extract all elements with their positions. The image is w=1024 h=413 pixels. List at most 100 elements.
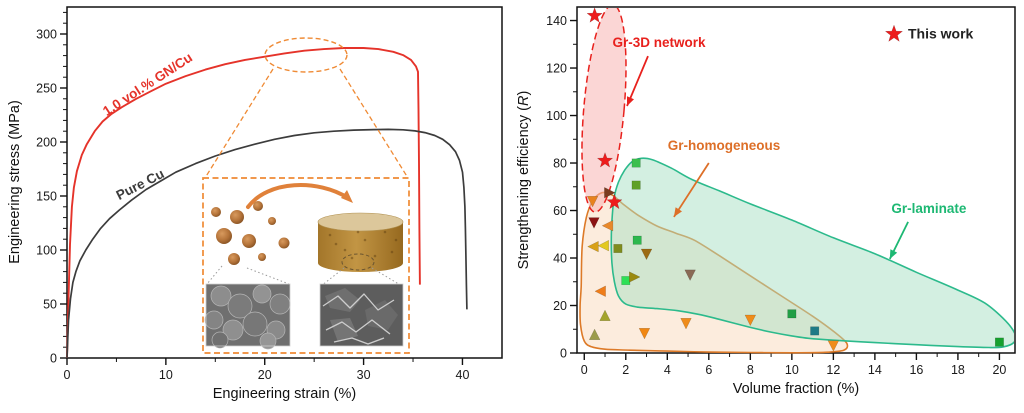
x-axis-title: Volume fraction (%) — [733, 381, 860, 397]
x-tick-label: 0 — [581, 363, 588, 377]
data-point — [606, 193, 623, 210]
stress-strain-chart: 0 10 20 30 40 0 50 100 150 200 250 300 Engineering s… — [7, 6, 503, 402]
x-tick-label: 10 — [785, 363, 799, 377]
zoom-projection-line — [339, 68, 409, 179]
plot-frame — [66, 6, 503, 359]
x-tick-label: 6 — [705, 363, 712, 377]
y-tick-label: 50 — [43, 297, 57, 311]
data-point — [604, 186, 616, 199]
y-tick-label: 250 — [36, 81, 57, 95]
series-curve-gn-cu — [66, 47, 421, 359]
series-curve-pure-cu — [66, 128, 468, 359]
legend-star-icon — [884, 24, 904, 42]
data-point — [621, 276, 631, 286]
inset-copper-particles-icon — [211, 201, 290, 265]
x-tick-label: 16 — [909, 363, 923, 377]
cylinder-zoom-ellipse — [341, 253, 375, 271]
strengthening-efficiency-chart: 0 2 4 6 8 10 12 14 16 18 20 0 20 40 60 80 100 120 140 Volum… — [516, 6, 1016, 397]
x-tick-label: 12 — [826, 363, 840, 377]
annotation-gr-homogeneous-arrow-line — [673, 162, 710, 218]
data-point — [588, 217, 600, 229]
data-point — [994, 337, 1004, 347]
y-tick-label: 300 — [36, 27, 57, 41]
data-point — [632, 235, 642, 245]
y-tick-label: 40 — [553, 251, 567, 265]
y-axis-title: Strengthening efficiency (R) — [516, 91, 532, 270]
annotation-gr-3d-network-arrowhead-icon — [627, 96, 634, 106]
y-tick-label: 150 — [36, 189, 57, 203]
annotation-gr-3d-network: Gr-3D network — [612, 35, 706, 107]
y-tick-label: 100 — [36, 243, 57, 257]
data-point — [599, 309, 611, 321]
data-point — [744, 314, 757, 327]
data-point — [586, 7, 603, 23]
inset-sem-powder-image — [204, 283, 291, 350]
data-point — [588, 328, 601, 340]
x-tick-label: 10 — [159, 368, 173, 382]
inset-connector-line — [371, 267, 403, 287]
data-point — [587, 240, 599, 253]
legend-label: This work — [908, 26, 974, 42]
annotation-gr-homogeneous-arrowhead-icon — [673, 207, 682, 217]
y-tick-label: 0 — [50, 351, 57, 365]
annotation-gr-3d-network-arrow-line — [626, 55, 649, 107]
data-point — [629, 271, 641, 283]
data-point — [631, 180, 641, 190]
y-tick-label: 140 — [546, 14, 567, 28]
x-tick-label: 20 — [992, 363, 1006, 377]
data-point — [680, 318, 692, 330]
inset-process-arrow-icon — [246, 183, 353, 209]
region-gr-laminate — [610, 157, 1014, 349]
data-point — [601, 219, 614, 232]
annotation-gr-laminate-arrowhead-icon — [889, 249, 898, 259]
x-tick-label: 40 — [456, 368, 470, 382]
x-tick-label: 4 — [664, 363, 671, 377]
data-point — [827, 340, 840, 352]
data-point — [596, 151, 614, 168]
x-tick-label: 0 — [64, 368, 71, 382]
process-inset — [202, 177, 410, 354]
y-tick-label: 0 — [560, 346, 567, 360]
x-tick-label: 30 — [357, 368, 371, 382]
data-point — [787, 309, 797, 319]
inset-annotation — [204, 37, 409, 179]
x-tick-label: 18 — [951, 363, 965, 377]
data-point — [810, 326, 820, 336]
inset-connector-line — [246, 267, 290, 285]
x-tick-label: 8 — [747, 363, 754, 377]
inset-sem-fracture-image — [319, 283, 404, 347]
inset-connector-line — [320, 267, 345, 287]
inset-cylinder-icon — [317, 212, 404, 272]
zoom-ellipse — [264, 37, 348, 73]
strengthening-axes: 0 2 4 6 8 10 12 14 16 18 20 0 20 40 60 80 100 120 140 Volum… — [546, 6, 1016, 397]
data-point — [640, 248, 653, 261]
y-tick-label: 120 — [546, 61, 567, 75]
data-point — [613, 244, 623, 253]
annotation-gr-laminate-label: Gr-laminate — [891, 201, 967, 216]
data-point — [597, 239, 609, 252]
annotation-gr-3d-network-label: Gr-3D network — [612, 35, 706, 50]
y-tick-label: 20 — [553, 299, 567, 313]
x-tick-label: 2 — [622, 363, 629, 377]
annotation-gr-homogeneous: Gr-homogeneous — [668, 138, 781, 218]
x-tick-label: 20 — [258, 368, 272, 382]
data-point — [638, 328, 651, 340]
regions-layer — [579, 8, 1014, 354]
scatter-points — [586, 7, 1004, 352]
data-point — [586, 196, 599, 208]
annotation-gr-laminate: Gr-laminate — [889, 201, 967, 260]
y-tick-label: 80 — [553, 156, 567, 170]
annotation-gr-homogeneous-label: Gr-homogeneous — [668, 138, 781, 153]
legend: This work — [884, 24, 974, 42]
data-point — [631, 158, 641, 168]
y-tick-label: 200 — [36, 135, 57, 149]
data-point — [594, 285, 606, 298]
y-axis-title: Engineering stress (MPa) — [7, 100, 23, 264]
zoom-projection-line — [204, 68, 274, 179]
data-point — [684, 269, 696, 282]
curve-label: Pure Cu — [114, 166, 167, 203]
stress-strain-axes: 0 10 20 30 40 0 50 100 150 200 250 300 Engineering s… — [36, 6, 503, 402]
y-tick-label: 60 — [553, 204, 567, 218]
x-tick-label: 14 — [868, 363, 882, 377]
